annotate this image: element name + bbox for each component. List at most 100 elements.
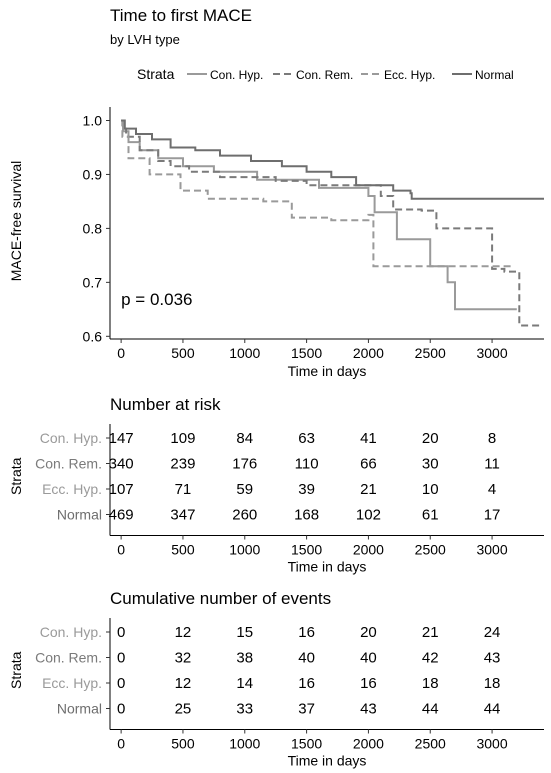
table-row-label: Con. Rem. xyxy=(35,650,102,666)
table-cell: 84 xyxy=(236,430,253,447)
legend-label-1: Con. Rem. xyxy=(296,68,353,82)
x-tick-label: 2500 xyxy=(415,345,446,361)
survival-curve-0 xyxy=(121,119,517,311)
table-cell: 71 xyxy=(175,481,192,498)
table-cell: 239 xyxy=(170,456,195,473)
table-cell: 16 xyxy=(298,675,315,692)
table-cell: 110 xyxy=(295,456,319,473)
table-cell: 66 xyxy=(360,456,377,473)
table-cell: 61 xyxy=(422,507,439,524)
legend-label-0: Con. Hyp. xyxy=(210,68,263,82)
table-row-label: Ecc. Hyp. xyxy=(42,675,102,691)
table-cell: 176 xyxy=(232,456,257,473)
table-cell: 16 xyxy=(298,624,315,641)
table-cell: 59 xyxy=(236,481,253,498)
table-cell: 21 xyxy=(422,624,439,641)
table-cell: 0 xyxy=(117,675,125,692)
y-tick-label: 0.8 xyxy=(83,220,103,236)
table-cell: 40 xyxy=(360,650,377,667)
table-cell: 0 xyxy=(117,650,125,667)
table-cell: 340 xyxy=(109,456,134,473)
table-x-tick-label: 3000 xyxy=(476,542,507,558)
table-x-tick-label: 0 xyxy=(117,542,125,558)
y-tick-label: 0.7 xyxy=(83,274,103,290)
x-tick-label: 2000 xyxy=(353,345,384,361)
table-x-tick-label: 1500 xyxy=(291,542,322,558)
table-row-label: Normal xyxy=(57,507,102,523)
table-cell: 12 xyxy=(175,624,192,641)
legend-title: Strata xyxy=(137,66,175,82)
survival-curve-1 xyxy=(121,119,542,327)
x-tick-label: 0 xyxy=(117,345,125,361)
table-x-tick-label: 2000 xyxy=(353,736,384,752)
table-cell: 20 xyxy=(360,624,377,641)
table-y-axis-title-1: Strata xyxy=(8,457,24,495)
x-tick-label: 3000 xyxy=(476,345,507,361)
table-cell: 102 xyxy=(356,507,381,524)
survival-curve-2 xyxy=(121,119,514,268)
table-cell: 32 xyxy=(175,650,192,667)
table-cell: 18 xyxy=(422,675,439,692)
table-title-2: Cumulative number of events xyxy=(110,589,331,608)
y-tick-label: 1.0 xyxy=(83,112,103,128)
table-x-tick-label: 3000 xyxy=(476,736,507,752)
table-cell: 63 xyxy=(298,430,315,447)
table-x-tick-label: 1000 xyxy=(229,736,260,752)
chart-title: Time to first MACE xyxy=(110,6,252,25)
table-x-tick-label: 2000 xyxy=(353,542,384,558)
table-cell: 8 xyxy=(488,430,496,447)
table-cell: 18 xyxy=(484,675,501,692)
table-x-tick-label: 500 xyxy=(171,736,195,752)
table-cell: 33 xyxy=(236,701,253,718)
x-axis-title: Time in days xyxy=(288,363,367,379)
table-cell: 10 xyxy=(422,481,439,498)
table-cell: 0 xyxy=(117,624,125,641)
table-x-axis-title-1: Time in days xyxy=(288,559,367,575)
table-row-label: Con. Hyp. xyxy=(40,624,102,640)
survival-curve-3 xyxy=(121,119,544,200)
table-cell: 38 xyxy=(236,650,253,667)
table-cell: 109 xyxy=(170,430,195,447)
table-x-tick-label: 500 xyxy=(171,542,195,558)
table-x-tick-label: 0 xyxy=(117,736,125,752)
legend-label-2: Ecc. Hyp. xyxy=(384,68,435,82)
table-row-label: Con. Hyp. xyxy=(40,430,102,446)
table-cell: 21 xyxy=(360,481,377,498)
table-y-axis-title-2: Strata xyxy=(8,651,24,689)
x-tick-label: 1000 xyxy=(229,345,260,361)
table-x-tick-label: 1500 xyxy=(291,736,322,752)
table-x-axis-title-2: Time in days xyxy=(288,753,367,769)
table-cell: 43 xyxy=(360,701,377,718)
table-cell: 40 xyxy=(298,650,315,667)
table-cell: 42 xyxy=(422,650,439,667)
table-title-1: Number at risk xyxy=(110,395,221,414)
y-tick-label: 0.9 xyxy=(83,166,103,182)
table-cell: 347 xyxy=(170,507,195,524)
table-cell: 168 xyxy=(294,507,319,524)
table-cell: 12 xyxy=(175,675,192,692)
table-cell: 0 xyxy=(117,701,125,718)
table-cell: 16 xyxy=(360,675,377,692)
table-row-label: Con. Rem. xyxy=(35,456,102,472)
table-cell: 44 xyxy=(484,701,501,718)
table-cell: 14 xyxy=(236,675,253,692)
table-cell: 20 xyxy=(422,430,439,447)
table-cell: 469 xyxy=(109,507,134,524)
table-cell: 37 xyxy=(298,701,315,718)
table-cell: 39 xyxy=(298,481,315,498)
y-axis-title: MACE-free survival xyxy=(8,161,24,282)
legend-label-3: Normal xyxy=(475,68,514,82)
table-cell: 25 xyxy=(175,701,192,718)
chart-subtitle: by LVH type xyxy=(110,32,180,47)
x-tick-label: 500 xyxy=(171,345,195,361)
table-cell: 107 xyxy=(109,481,134,498)
table-row-label: Normal xyxy=(57,701,102,717)
table-x-tick-label: 2500 xyxy=(415,542,446,558)
x-tick-label: 1500 xyxy=(291,345,322,361)
table-cell: 43 xyxy=(484,650,501,667)
y-tick-label: 0.6 xyxy=(83,328,103,344)
table-cell: 147 xyxy=(109,430,134,447)
table-x-tick-label: 2500 xyxy=(415,736,446,752)
table-row-label: Ecc. Hyp. xyxy=(42,481,102,497)
